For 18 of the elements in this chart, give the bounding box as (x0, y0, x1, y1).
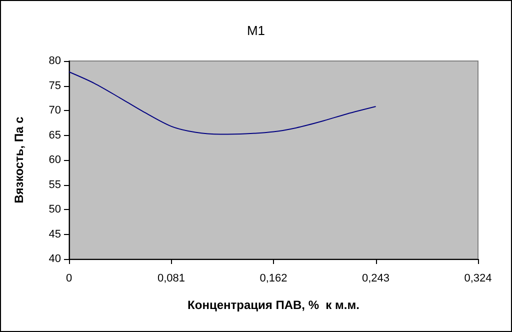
x-axis-title: Концентрация ПАВ, % к м.м. (188, 298, 360, 312)
y-tick-label: 65 (48, 129, 61, 142)
y-tick-label: 45 (48, 228, 61, 240)
y-tick-label: 55 (48, 178, 61, 191)
x-tick-label: 0,162 (260, 272, 288, 284)
y-tick-label: 40 (48, 253, 61, 265)
y-tick-label: 70 (48, 104, 61, 116)
y-tick-label: 50 (48, 204, 61, 216)
y-tick-label: 75 (48, 80, 61, 92)
y-tick-label: 60 (48, 154, 61, 166)
x-tick-label: 0,324 (464, 272, 492, 284)
y-axis-title: Вязкость, Па с (12, 116, 26, 204)
y-tick-label: 80 (48, 55, 61, 67)
x-tick-label: 0 (66, 272, 72, 284)
chart-title: M1 (246, 23, 266, 38)
x-tick-label: 0,243 (362, 272, 390, 284)
x-tick-label: 0,081 (157, 272, 186, 284)
line-series (68, 71, 376, 135)
